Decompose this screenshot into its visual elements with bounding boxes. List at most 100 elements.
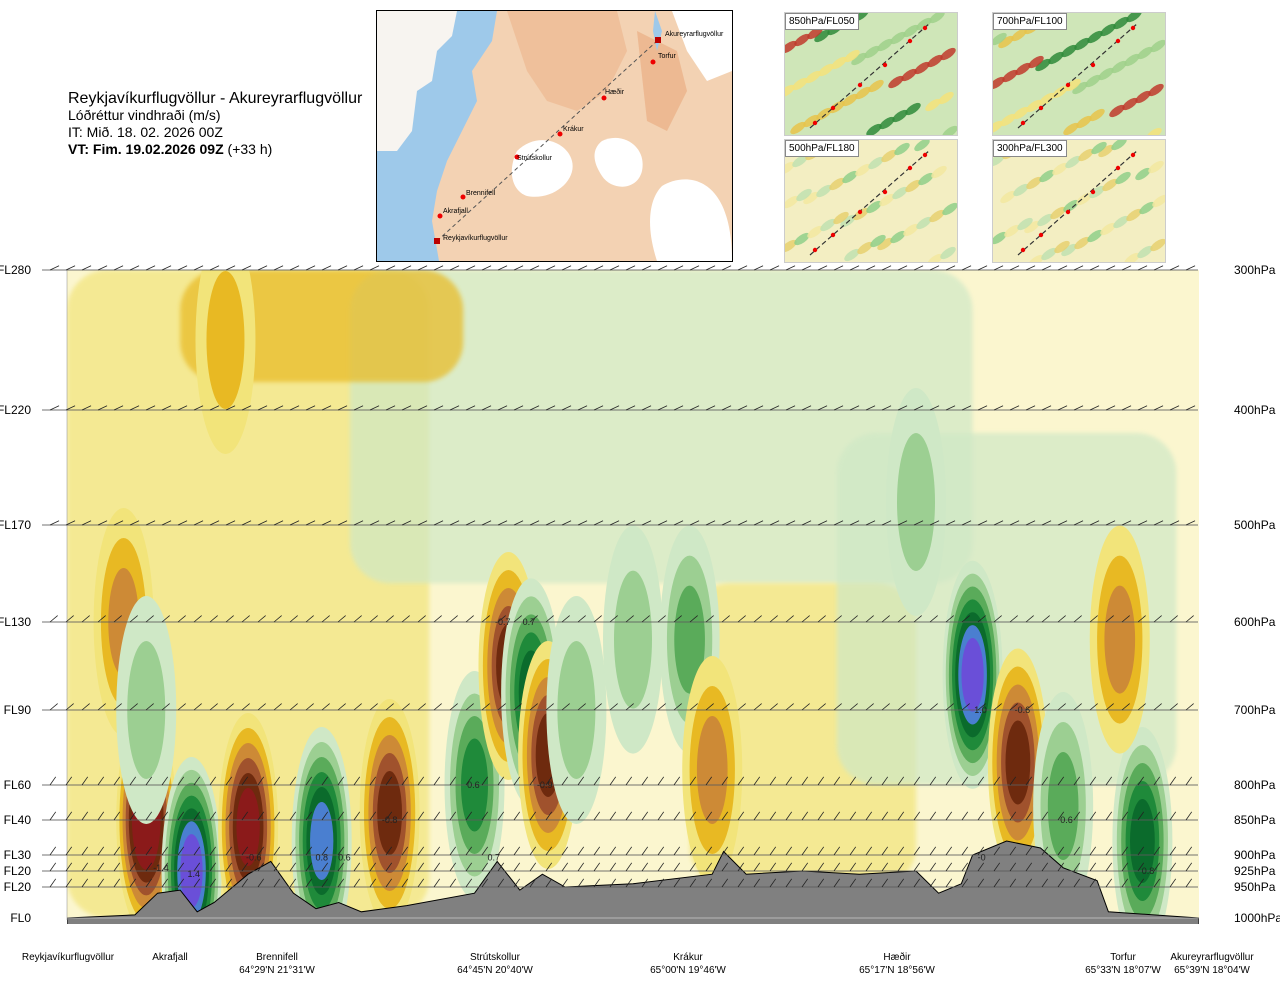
wind-barb <box>1137 703 1146 711</box>
wind-barb <box>977 878 985 888</box>
wind-barb <box>705 615 714 623</box>
wind-barb <box>337 265 348 271</box>
wind-barb <box>209 878 217 888</box>
thumb-field-cell <box>864 45 880 59</box>
wind-barb <box>753 405 764 411</box>
wind-barb <box>849 405 860 411</box>
wind-barb <box>225 615 234 623</box>
wind-barb <box>1025 265 1036 271</box>
pressure-label: 925hPa <box>1234 864 1276 878</box>
wind-barb <box>545 520 556 526</box>
velocity-contour <box>948 586 997 764</box>
thumbnail-700hpa[interactable]: 700hPa/FL100 <box>992 12 1166 136</box>
wind-barb <box>241 846 249 856</box>
thumb-route-station <box>830 232 836 238</box>
wind-barb <box>385 405 396 411</box>
wind-barb <box>465 862 473 872</box>
wind-barb <box>689 703 698 711</box>
wind-barb <box>1009 811 1017 821</box>
velocity-cell <box>161 757 222 924</box>
wind-barb <box>1153 846 1161 856</box>
wind-barb <box>993 811 1001 821</box>
wind-barb <box>433 862 441 872</box>
thumbnail-300hpa[interactable]: 300hPa/FL300 <box>992 139 1166 263</box>
wind-barb-row <box>42 405 1198 411</box>
wind-barb <box>785 862 793 872</box>
wind-barb <box>833 846 841 856</box>
wind-barb <box>593 405 604 411</box>
wind-barb <box>369 862 377 872</box>
wind-barb <box>817 811 825 821</box>
wind-barb <box>1137 862 1145 872</box>
thumbnail-map <box>993 13 1165 135</box>
wind-barb <box>625 776 633 786</box>
wind-barb <box>337 878 345 888</box>
wind-barb <box>1009 878 1017 888</box>
thumb-field-cell <box>1002 69 1018 83</box>
wind-barb <box>385 878 393 888</box>
velocity-cell <box>659 525 720 754</box>
wind-barb <box>433 846 441 856</box>
wind-barb <box>753 776 761 786</box>
pressure-label: 400hPa <box>1234 403 1276 417</box>
velocity-contour <box>119 718 174 922</box>
wind-barb <box>321 862 329 872</box>
wind-barb <box>65 615 74 623</box>
thumb-field-cell <box>905 179 921 193</box>
wind-barb <box>769 846 777 856</box>
wind-barb <box>1041 878 1049 888</box>
wind-barb <box>433 878 441 888</box>
velocity-contour <box>295 742 349 924</box>
wind-barb <box>481 703 490 711</box>
wind-barb <box>369 878 377 888</box>
wind-barb <box>561 776 569 786</box>
velocity-contour <box>546 596 607 824</box>
velocity-contour <box>1112 727 1173 924</box>
wind-barb <box>625 862 633 872</box>
velocity-contour <box>1097 555 1143 724</box>
wind-barb <box>737 405 748 411</box>
terrain-shape <box>67 840 1199 924</box>
thumb-field-cell <box>866 200 882 214</box>
wind-barb <box>1169 405 1180 411</box>
initial-time: IT: Mið. 18. 02. 2026 00Z <box>68 124 223 140</box>
map-label-akureyri: Akureyrarflugvöllur <box>665 31 724 38</box>
wind-barb <box>65 846 73 856</box>
wind-barb <box>593 776 601 786</box>
wind-barb <box>753 811 761 821</box>
wind-barb <box>1009 776 1017 786</box>
thumb-field-cell <box>914 61 930 75</box>
flight-level-label: FL220 <box>0 403 31 417</box>
wind-barb <box>545 846 553 856</box>
wind-barb <box>977 776 985 786</box>
thumb-field-cell <box>1039 92 1055 106</box>
velocity-contour <box>128 757 164 883</box>
station-name: Strútskollur <box>470 952 521 963</box>
wind-barb <box>817 265 828 271</box>
thumb-field-cell <box>844 49 860 63</box>
wind-barb <box>641 265 652 271</box>
wind-barb <box>865 265 876 271</box>
thumbnail-850hpa[interactable]: 850hPa/FL050 <box>784 12 958 136</box>
wind-barb <box>641 520 652 526</box>
wind-barb <box>849 878 857 888</box>
wind-barb <box>113 776 121 786</box>
wind-barb <box>289 811 297 821</box>
thumb-field-cell <box>833 211 849 225</box>
wind-barb <box>657 520 668 526</box>
thumbnail-500hpa[interactable]: 500hPa/FL180 <box>784 139 958 263</box>
wind-barb <box>1025 862 1033 872</box>
thumb-field-cell <box>1148 83 1164 97</box>
wind-barb <box>289 703 298 711</box>
station-coord: 64°29'N 21°31'W <box>239 965 315 976</box>
wind-barb <box>1137 811 1145 821</box>
wind-barb <box>897 703 906 711</box>
wind-barb <box>961 878 969 888</box>
wind-barb <box>65 520 76 526</box>
wind-barb <box>785 405 796 411</box>
wind-barb <box>1169 615 1178 623</box>
wind-barb <box>129 265 140 271</box>
wind-barb <box>641 846 649 856</box>
wind-barb <box>657 405 668 411</box>
wind-barb <box>353 846 361 856</box>
